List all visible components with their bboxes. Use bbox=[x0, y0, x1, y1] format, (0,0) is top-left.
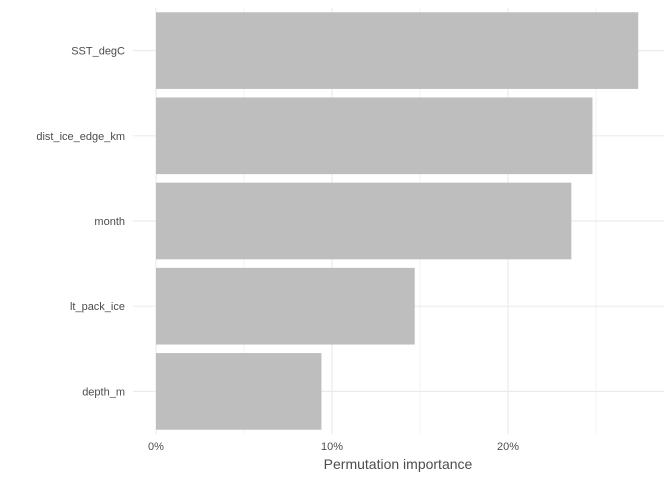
bar-month bbox=[156, 182, 572, 260]
bar-lt_pack_ice bbox=[156, 267, 415, 345]
x-axis-title: Permutation importance bbox=[324, 456, 473, 472]
y-tick-label: depth_m bbox=[82, 386, 125, 398]
x-tick-label: 10% bbox=[321, 441, 343, 453]
bars bbox=[156, 12, 639, 430]
y-tick-label: month bbox=[94, 216, 125, 228]
bar-SST_degC bbox=[156, 12, 639, 89]
bar-dist_ice_edge_km bbox=[156, 97, 593, 175]
y-tick-label: lt_pack_ice bbox=[70, 301, 125, 313]
y-tick-label: dist_ice_edge_km bbox=[36, 131, 125, 143]
x-tick-label: 20% bbox=[497, 441, 519, 453]
x-axis-labels: 0% 10% 20% bbox=[148, 441, 519, 453]
y-tick-label: SST_degC bbox=[71, 46, 125, 58]
bar-depth_m bbox=[156, 353, 322, 430]
x-tick-label: 0% bbox=[148, 441, 164, 453]
